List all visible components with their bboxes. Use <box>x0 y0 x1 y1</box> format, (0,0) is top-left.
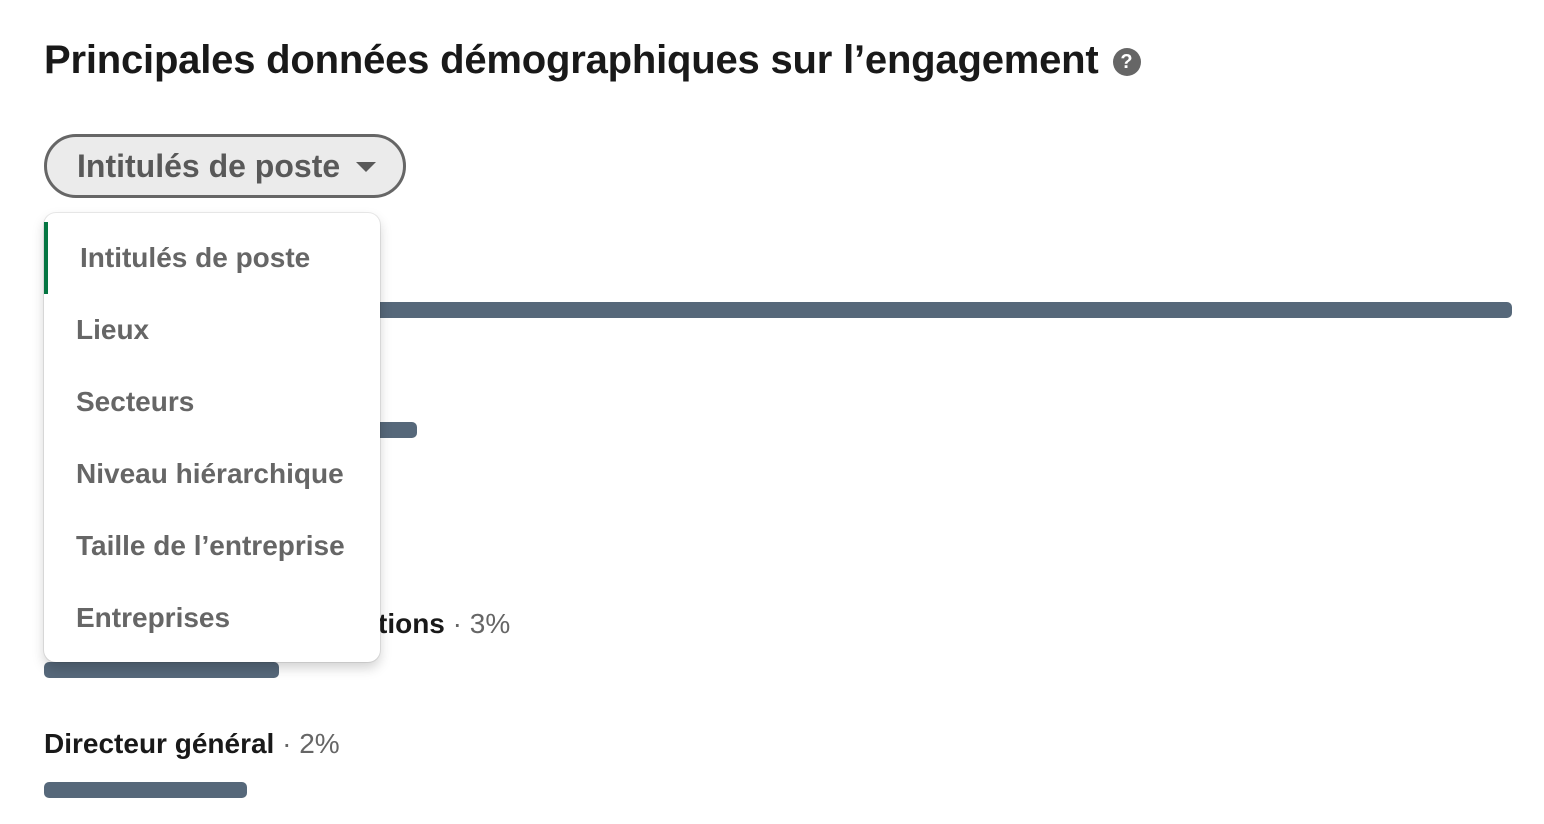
stat-row: tions · 3% <box>378 608 510 640</box>
demographic-dropdown-button[interactable]: Intitulés de poste <box>44 134 406 198</box>
stat-percentage: · 3% <box>452 608 511 639</box>
menu-item-lieux[interactable]: Lieux <box>76 314 150 345</box>
title-row: Principales données démographiques sur l… <box>44 38 1141 83</box>
menu-item-taille-entreprise[interactable]: Taille de l’entreprise <box>76 530 345 561</box>
menu-item-secteurs[interactable]: Secteurs <box>76 386 195 417</box>
dropdown-menu: Intitulés de poste Lieux Secteurs Niveau… <box>44 213 380 662</box>
menu-item-niveau-hierarchique[interactable]: Niveau hiérarchique <box>76 458 344 489</box>
bar-track <box>44 662 1512 678</box>
bar-track <box>44 782 1512 798</box>
stat-bar <box>44 662 279 678</box>
stat-name: Directeur général <box>44 728 275 759</box>
stat-bar <box>44 782 247 798</box>
menu-item-entreprises[interactable]: Entreprises <box>76 602 231 633</box>
stat-row: Directeur général · 2% <box>44 728 340 760</box>
help-icon[interactable]: ? <box>1112 47 1141 76</box>
stat-percentage: · 2% <box>282 728 340 759</box>
bar-track <box>44 302 1512 318</box>
menu-item-intitules-de-poste[interactable]: Intitulés de poste <box>44 222 380 294</box>
page-title: Principales données démographiques sur l… <box>44 38 1099 82</box>
stat-name: tions <box>378 608 445 639</box>
stat-bar <box>44 302 1512 318</box>
dropdown-selected-label: Intitulés de poste <box>77 147 341 184</box>
caret-down-icon <box>356 162 377 172</box>
